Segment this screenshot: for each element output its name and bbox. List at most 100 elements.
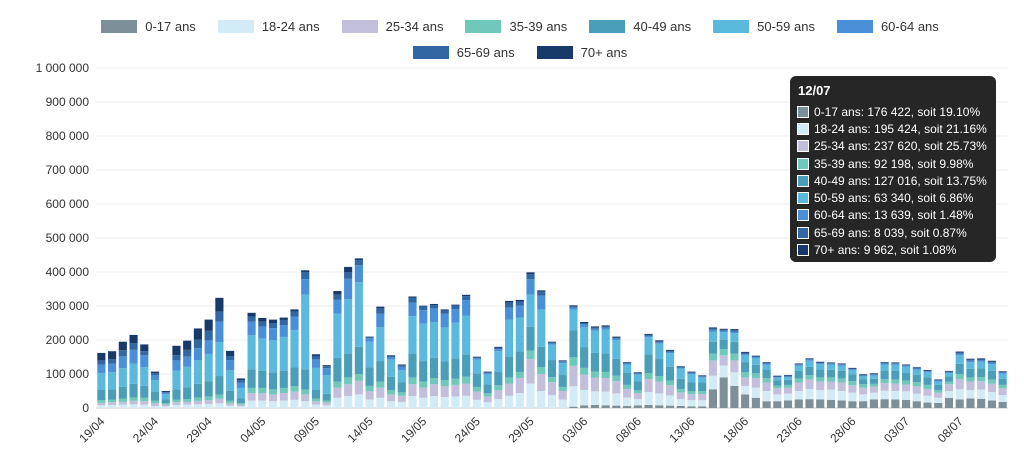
bar-segment: [708, 331, 718, 342]
bar-segment: [279, 325, 288, 337]
bar-segment: [547, 360, 557, 378]
legend-item[interactable]: 25-34 ans: [341, 18, 443, 34]
bar-segment: [751, 387, 760, 398]
bar-segment: [279, 370, 288, 388]
legend-item[interactable]: 60-64 ans: [836, 18, 939, 34]
bar-segment: [751, 355, 760, 357]
bar-segment: [601, 391, 610, 406]
bar-segment: [676, 399, 685, 406]
legend-item[interactable]: 40-49 ans: [589, 18, 691, 34]
bar-segment: [129, 343, 138, 350]
bar-segment: [451, 378, 460, 385]
bar-segment: [612, 338, 621, 340]
bar-segment: [472, 357, 481, 359]
bar-segment: [333, 313, 342, 358]
bar-segment: [215, 403, 224, 408]
legend-item[interactable]: 70+ ans: [536, 44, 627, 60]
bar-segment: [590, 371, 599, 378]
bar-segment: [580, 405, 589, 408]
legend-item[interactable]: 0-17 ans: [101, 18, 196, 34]
bar-segment: [451, 358, 460, 379]
bar-segment: [333, 299, 342, 314]
bar-segment: [419, 323, 428, 362]
bar-segment: [129, 397, 138, 401]
bar-segment: [923, 372, 932, 378]
legend-item[interactable]: 50-59 ans: [713, 18, 815, 34]
bar-segment: [515, 305, 524, 318]
bar-segment: [708, 375, 718, 390]
bar-segment: [687, 371, 696, 373]
bar-segment: [344, 396, 353, 408]
bar-segment: [644, 379, 653, 393]
bar-segment: [408, 302, 417, 317]
bar-segment: [859, 394, 868, 402]
bar-segment: [944, 376, 954, 382]
bar-segment: [279, 319, 288, 326]
bar-segment: [944, 391, 954, 398]
bar-segment: [955, 389, 964, 400]
bar-segment: [848, 385, 857, 393]
bar-segment: [794, 364, 803, 366]
bar-segment: [655, 342, 664, 344]
bar-segment: [526, 294, 535, 327]
bar-segment: [923, 377, 932, 385]
bar-segment: [462, 395, 471, 408]
bar-segment: [419, 387, 428, 398]
bar-segment: [934, 389, 943, 393]
bar-segment: [193, 383, 202, 398]
bar-segment: [869, 399, 878, 408]
bar-segment: [215, 394, 224, 399]
bar-segment: [869, 378, 878, 384]
bar-segment: [440, 380, 449, 387]
bar-segment: [912, 374, 921, 383]
bar-segment: [741, 351, 750, 353]
bar-segment: [526, 350, 535, 360]
bar-segment: [440, 386, 449, 398]
bar-segment: [816, 369, 825, 378]
tooltip-row: 70+ ans: 9 962, soit 1.08%: [796, 241, 990, 258]
bar-segment: [408, 353, 417, 378]
legend-item[interactable]: 65-69 ans: [412, 44, 515, 60]
bar-segment: [730, 330, 739, 332]
bar-segment: [773, 401, 782, 408]
bar-segment: [462, 315, 471, 355]
bar-segment: [408, 316, 417, 354]
tooltip-row: 0-17 ans: 176 422, soit 19.10%: [796, 103, 990, 120]
bar-segment: [236, 378, 245, 381]
bar-segment: [901, 365, 911, 366]
bar-segment: [515, 378, 524, 394]
bar-segment: [429, 321, 439, 358]
bar-segment: [612, 405, 621, 408]
legend-item[interactable]: 35-39 ans: [465, 18, 567, 34]
bar-segment: [386, 355, 396, 356]
legend-swatch: [412, 45, 449, 59]
bar-segment: [118, 356, 127, 369]
bar-segment: [998, 401, 1007, 408]
legend-item[interactable]: 18-24 ans: [217, 18, 320, 34]
bar-segment: [676, 405, 685, 408]
bar-segment: [730, 353, 739, 361]
bar-segment: [805, 359, 814, 361]
bar-segment: [290, 330, 299, 368]
bar-segment: [987, 364, 996, 371]
bar-segment: [279, 336, 288, 371]
bar-segment: [880, 370, 889, 380]
bar-segment: [601, 378, 610, 392]
bar-segment: [665, 405, 675, 408]
bar-segment: [183, 356, 192, 367]
bar-segment: [580, 389, 589, 406]
bar-segment: [612, 393, 621, 406]
bar-segment: [515, 301, 524, 306]
bar-segment: [848, 369, 857, 371]
bar-segment: [515, 393, 524, 408]
x-tick-label: 14/05: [345, 414, 376, 445]
bar-segment: [258, 338, 267, 371]
bar-segment: [333, 387, 342, 398]
bar-segment: [215, 297, 224, 312]
bar-segment: [429, 357, 439, 379]
bar-segment: [301, 369, 310, 390]
y-tick-label: 500 000: [46, 231, 90, 245]
bar-segment: [601, 353, 610, 372]
bar-segment: [794, 382, 803, 391]
bar-segment: [161, 404, 170, 407]
